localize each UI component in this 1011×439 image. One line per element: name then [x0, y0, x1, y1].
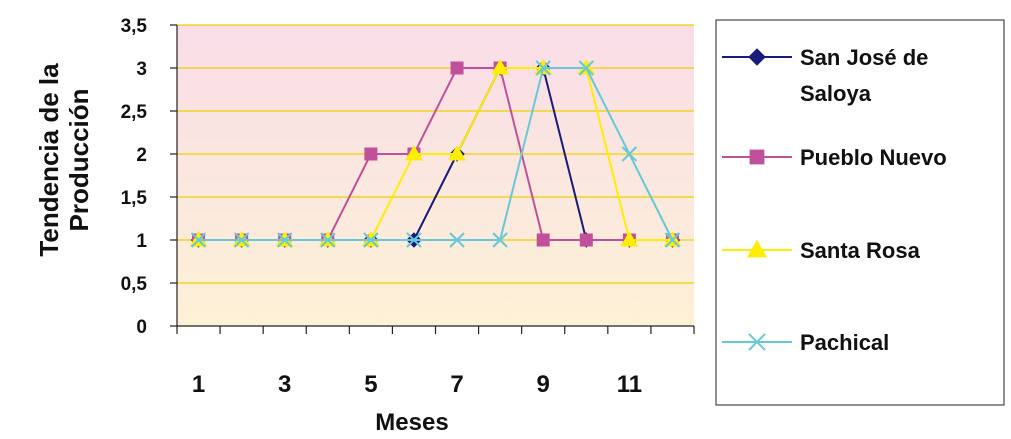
x-marker-stroke	[748, 333, 766, 351]
legend: San José de Saloya Pueblo Nuevo Santa Rosa P…	[722, 45, 947, 355]
data-point	[621, 146, 638, 162]
data-point	[363, 232, 379, 248]
x-marker-stroke	[664, 232, 681, 248]
data-point	[277, 232, 293, 248]
x-tick-label: 9	[537, 371, 550, 398]
legend-entry-0: San José de Saloya	[722, 45, 928, 106]
data-point	[364, 147, 378, 161]
x-tick-label: 11	[617, 371, 642, 398]
data-point	[449, 232, 465, 248]
x-marker-stroke	[406, 232, 422, 248]
x-marker-stroke	[535, 60, 551, 76]
legend-marker	[748, 48, 766, 66]
series-3	[190, 60, 681, 248]
y-axis-label: Tendencia de la Producción	[34, 63, 94, 257]
x-marker-stroke	[363, 232, 379, 248]
series-line	[198, 67, 674, 241]
x-marker-stroke	[277, 232, 293, 248]
data-point	[579, 233, 593, 247]
y-tick-label: 3	[136, 59, 147, 80]
legend-entry-3: Pachical	[722, 330, 889, 355]
legend-label: Saloya	[800, 81, 872, 106]
x-marker-stroke	[621, 146, 638, 162]
legend-label: Santa Rosa	[800, 238, 921, 263]
y-tick-label: 2	[136, 145, 147, 166]
x-tick-label: 5	[364, 371, 377, 398]
y-axis-label-line-2: Producción	[64, 88, 94, 231]
data-point	[190, 232, 207, 248]
data-point	[233, 232, 250, 248]
x-axis-label: Meses	[375, 409, 448, 436]
data-point	[491, 58, 509, 75]
y-tick-label: 1	[136, 231, 147, 252]
x-marker-stroke	[190, 232, 207, 248]
legend-marker	[746, 239, 768, 258]
x-marker-stroke	[492, 232, 508, 248]
legend-box	[715, 19, 1005, 406]
x-tick-label: 3	[278, 371, 291, 398]
x-marker-stroke	[320, 232, 336, 248]
data-point	[536, 233, 550, 247]
legend-marker	[749, 149, 765, 165]
y-axis-label-line-1: Tendencia de la	[34, 63, 64, 257]
y-tick-label: 3,5	[121, 16, 148, 37]
x-marker-stroke	[578, 60, 594, 76]
data-point	[578, 60, 594, 76]
data-point	[664, 232, 681, 248]
legend-marker	[748, 333, 766, 351]
y-tick-label: 0	[136, 317, 147, 338]
axes: 0 0,5 1 1,5 2 2,5 3 3,5 1 3 5 7 9 11	[121, 16, 695, 398]
legend-label: Pueblo Nuevo	[800, 145, 947, 170]
y-tick-label: 2,5	[121, 102, 148, 123]
data-point	[406, 232, 422, 248]
plot-area	[177, 25, 694, 326]
data-point	[405, 144, 423, 161]
legend-label: San José de	[800, 45, 928, 70]
data-point	[492, 232, 508, 248]
data-point	[448, 144, 466, 161]
legend-entry-1: Pueblo Nuevo	[722, 145, 947, 170]
data-point	[620, 230, 639, 247]
legend-entry-2: Santa Rosa	[722, 238, 921, 263]
x-marker-stroke	[449, 232, 465, 248]
x-marker-stroke	[233, 232, 250, 248]
y-tick-label: 0,5	[121, 274, 148, 295]
legend-label: Pachical	[800, 330, 889, 355]
data-point	[450, 61, 464, 75]
x-tick-label: 1	[192, 371, 205, 398]
y-tick-label: 1,5	[121, 188, 148, 209]
x-tick-label: 7	[450, 371, 463, 398]
data-point	[535, 60, 551, 76]
series-lines	[189, 58, 682, 248]
data-point	[320, 232, 336, 248]
